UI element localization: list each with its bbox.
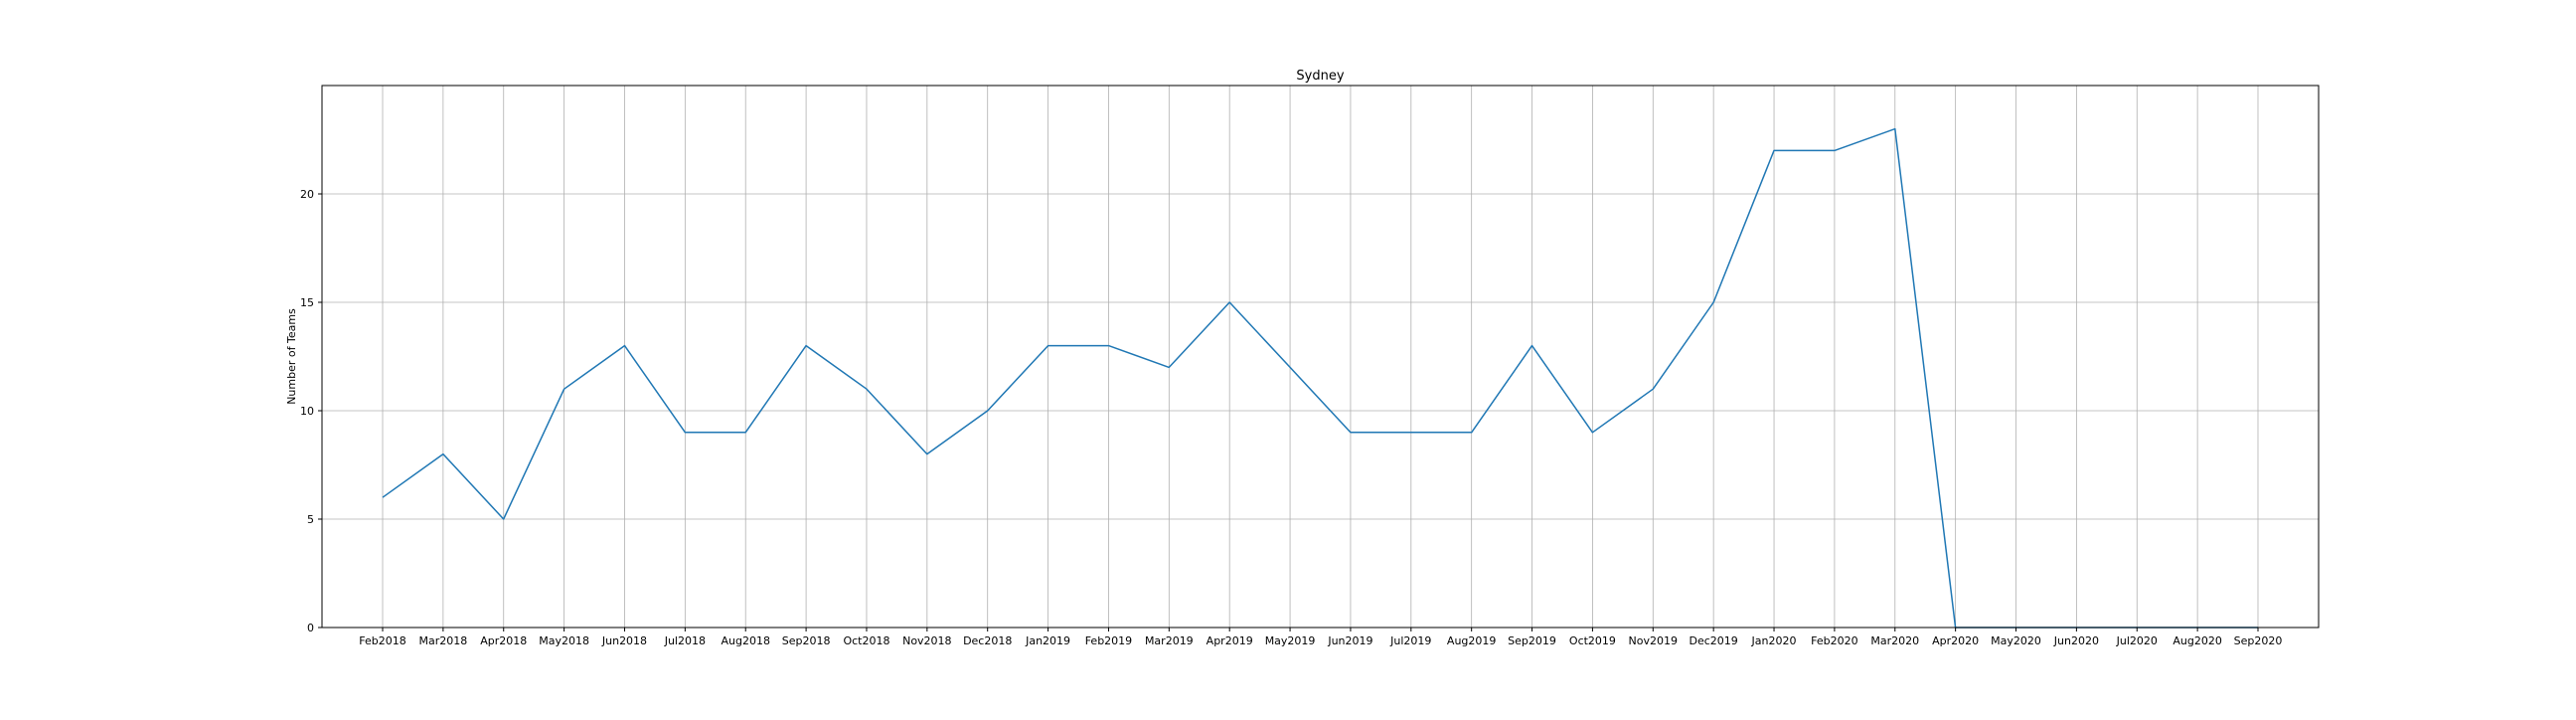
x-tick-label: Nov2019 [1629,634,1678,647]
x-tick-label: Apr2020 [1932,634,1979,647]
x-tick-label: Oct2019 [1569,634,1616,647]
x-tick-label: May2020 [1991,634,2041,647]
grid [322,86,2319,629]
x-tick-label: Mar2019 [1145,634,1194,647]
y-tick-label: 0 [307,622,314,634]
x-tick-label: Apr2018 [480,634,527,647]
x-tick-label: Aug2020 [2173,634,2221,647]
x-tick-label: Oct2018 [843,634,889,647]
x-tick-label: Sep2020 [2234,634,2283,647]
x-tick-label: Jan2020 [1751,634,1797,647]
x-tick-label: Mar2020 [1870,634,1919,647]
x-tick-label: Sep2019 [1508,634,1556,647]
series-line [382,127,2258,629]
x-tick-label: Mar2018 [418,634,467,647]
x-axis: Feb2018 Mar2018 Apr2018 May2018 Jun2018 Jul20… [359,628,2282,647]
y-tick-label: 5 [307,513,314,526]
x-tick-label: Sep2018 [782,634,831,647]
x-tick-label: Nov2018 [902,634,951,647]
x-tick-label: Jun2019 [1327,634,1372,647]
y-tick-label: 20 [300,188,314,201]
x-tick-label: Aug2018 [721,634,769,647]
series-layer [382,127,2258,629]
x-tick-label: Jun2020 [2053,634,2099,647]
x-tick-label: Apr2019 [1207,634,1253,647]
x-tick-label: Aug2019 [1447,634,1496,647]
x-tick-label: Dec2018 [963,634,1012,647]
plot-frame [321,85,2320,629]
x-tick-label: Jul2019 [1389,634,1431,647]
x-tick-label: Jul2020 [2116,634,2158,647]
chart-title: Sydney [1296,69,1344,84]
x-tick-label: Jul2018 [664,634,706,647]
x-tick-label: Jun2018 [601,634,647,647]
x-tick-label: May2019 [1265,634,1316,647]
y-tick-label: 10 [300,405,314,418]
x-tick-label: Feb2019 [1085,634,1132,647]
y-axis-label: Number of Teams [285,308,298,405]
x-tick-label: Feb2020 [1811,634,1857,647]
x-tick-label: Jan2019 [1025,634,1070,647]
x-tick-label: Dec2019 [1690,634,1738,647]
x-tick-label: Feb2018 [359,634,405,647]
x-tick-label: May2018 [539,634,589,647]
y-tick-label: 15 [300,296,314,309]
y-axis: 0 5 10 15 20 [300,188,322,634]
